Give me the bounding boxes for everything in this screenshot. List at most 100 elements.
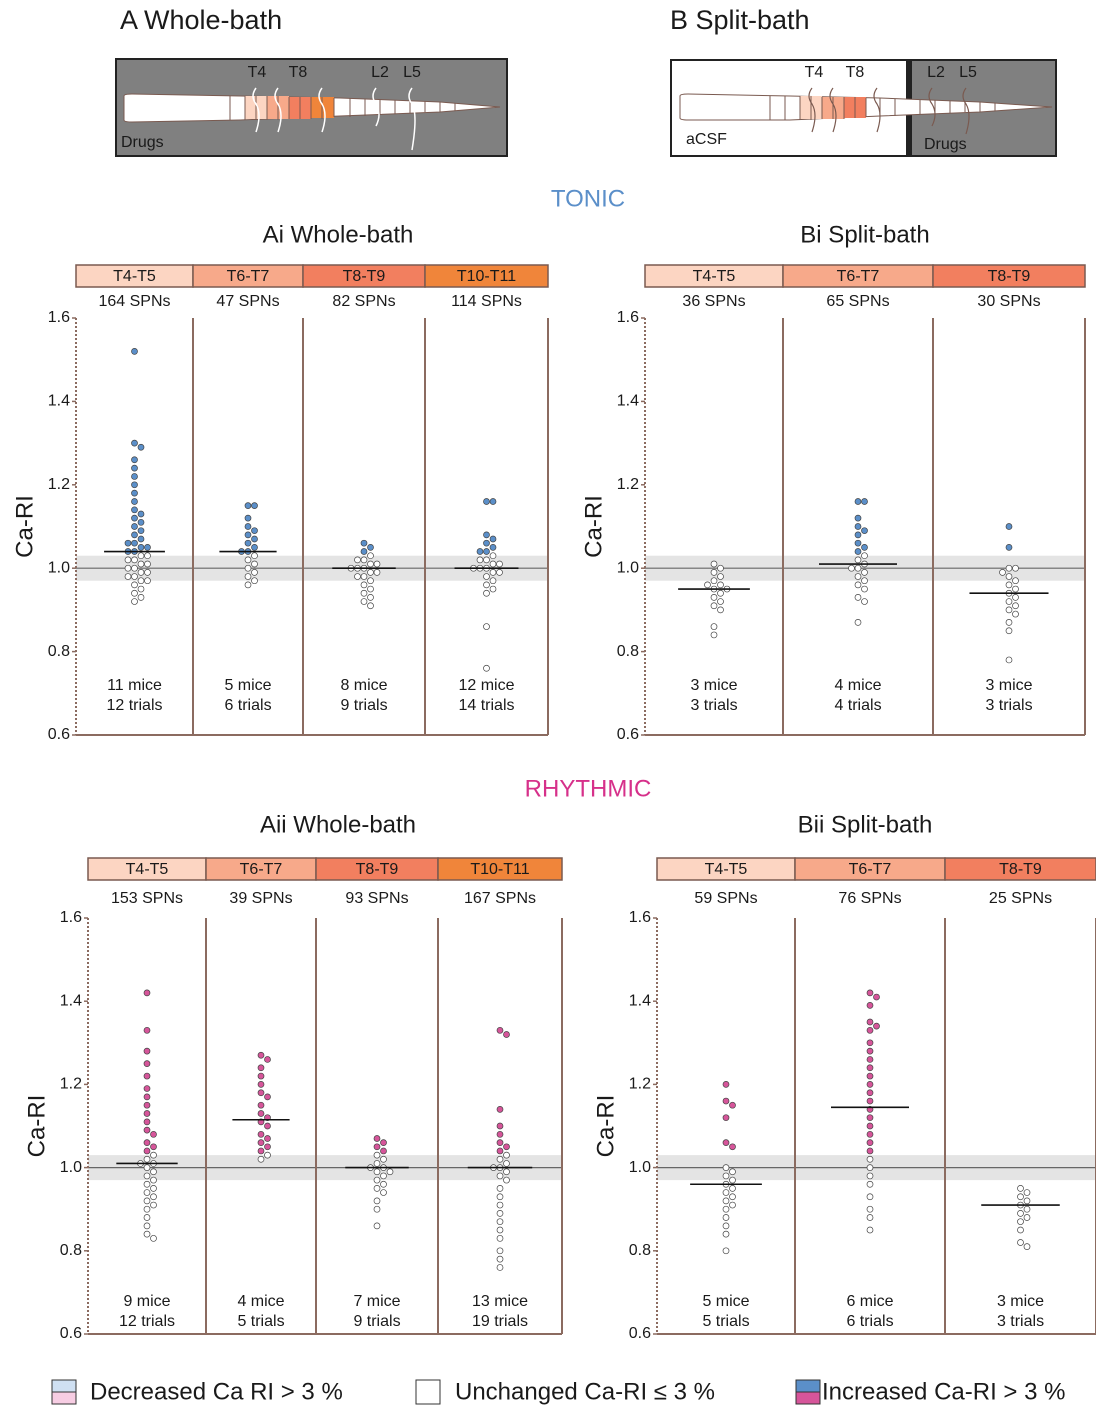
data-point — [374, 1206, 380, 1212]
data-point — [138, 511, 144, 517]
data-point — [132, 565, 138, 571]
segment-label: T10-T11 — [470, 861, 529, 878]
chart-title: Aii Whole-bath — [260, 811, 416, 838]
data-point — [245, 565, 251, 571]
legend-label: Increased Ca-RI > 3 % — [822, 1378, 1065, 1405]
root-label: L5 — [959, 64, 977, 81]
data-point — [265, 1094, 271, 1100]
n-label: 76 SPNs — [838, 890, 901, 907]
y-tick-label: 0.8 — [48, 643, 70, 660]
data-point — [151, 1194, 157, 1200]
data-point — [1013, 603, 1019, 609]
data-point — [132, 482, 138, 488]
data-point — [867, 1123, 873, 1129]
data-point — [867, 1081, 873, 1087]
data-point — [730, 1144, 736, 1150]
data-point — [711, 603, 717, 609]
legend-swatch — [52, 1392, 76, 1404]
data-point — [497, 1156, 503, 1162]
mice-label: 9 mice — [123, 1293, 170, 1310]
mice-label: 8 mice — [340, 677, 387, 694]
data-point — [138, 519, 144, 525]
data-point — [1018, 1210, 1024, 1216]
data-point — [484, 624, 490, 630]
data-point — [138, 594, 144, 600]
mice-label: 5 mice — [702, 1293, 749, 1310]
n-label: 65 SPNs — [826, 293, 889, 310]
data-point — [1024, 1215, 1030, 1221]
data-point — [144, 990, 150, 996]
data-point — [132, 515, 138, 521]
data-point — [497, 561, 503, 567]
y-tick-label: 0.6 — [60, 1325, 82, 1342]
data-point — [490, 544, 496, 550]
data-point — [484, 540, 490, 546]
data-point — [711, 594, 717, 600]
n-label: 93 SPNs — [345, 890, 408, 907]
root-label: T4 — [805, 64, 824, 81]
data-point — [497, 1202, 503, 1208]
data-point — [1024, 1190, 1030, 1196]
data-point — [144, 1119, 150, 1125]
y-tick-label: 1.6 — [48, 309, 70, 326]
data-point — [258, 1052, 264, 1058]
data-point — [855, 515, 861, 521]
data-point — [504, 1177, 510, 1183]
trials-label: 5 trials — [237, 1313, 284, 1330]
panel-label: B Split-bath — [670, 5, 810, 35]
data-point — [265, 1144, 271, 1150]
data-point — [862, 498, 868, 504]
data-point — [245, 582, 251, 588]
data-point — [867, 1173, 873, 1179]
mice-label: 11 mice — [107, 677, 162, 694]
data-point — [125, 574, 131, 580]
data-point — [855, 498, 861, 504]
data-point — [867, 1140, 873, 1146]
data-point — [497, 1210, 503, 1216]
data-point — [361, 557, 367, 563]
data-point — [867, 990, 873, 996]
data-point — [1018, 1227, 1024, 1233]
data-point — [144, 1140, 150, 1146]
data-point — [144, 1027, 150, 1033]
data-point — [711, 578, 717, 584]
data-point — [862, 528, 868, 534]
data-point — [867, 1065, 873, 1071]
data-point — [867, 1194, 873, 1200]
data-point — [1006, 544, 1012, 550]
data-point — [490, 536, 496, 542]
data-point — [730, 1102, 736, 1108]
data-point — [374, 569, 380, 575]
data-point — [132, 532, 138, 538]
data-point — [381, 1190, 387, 1196]
mice-label: 7 mice — [353, 1293, 400, 1310]
data-point — [368, 586, 374, 592]
data-point — [252, 569, 258, 575]
y-tick-label: 1.0 — [48, 559, 70, 576]
data-point — [711, 569, 717, 575]
data-point — [1006, 628, 1012, 634]
data-point — [1006, 607, 1012, 613]
legend-label: Decreased Ca RI > 3 % — [90, 1378, 343, 1405]
data-point — [723, 1098, 729, 1104]
data-point — [1018, 1239, 1024, 1245]
data-point — [504, 1169, 510, 1175]
segment-label: T6-T7 — [837, 268, 880, 285]
data-point — [490, 578, 496, 584]
data-point — [855, 540, 861, 546]
data-point — [867, 1115, 873, 1121]
data-point — [723, 1215, 729, 1221]
data-point — [258, 1073, 264, 1079]
data-point — [151, 1202, 157, 1208]
data-point — [151, 1152, 157, 1158]
data-point — [374, 1160, 380, 1166]
data-point — [145, 553, 151, 559]
data-point — [374, 1135, 380, 1141]
data-point — [855, 557, 861, 563]
segment-label: T8-T9 — [988, 268, 1031, 285]
data-point — [138, 528, 144, 534]
data-point — [144, 1215, 150, 1221]
data-point — [723, 1081, 729, 1087]
data-point — [144, 1061, 150, 1067]
data-point — [730, 1185, 736, 1191]
